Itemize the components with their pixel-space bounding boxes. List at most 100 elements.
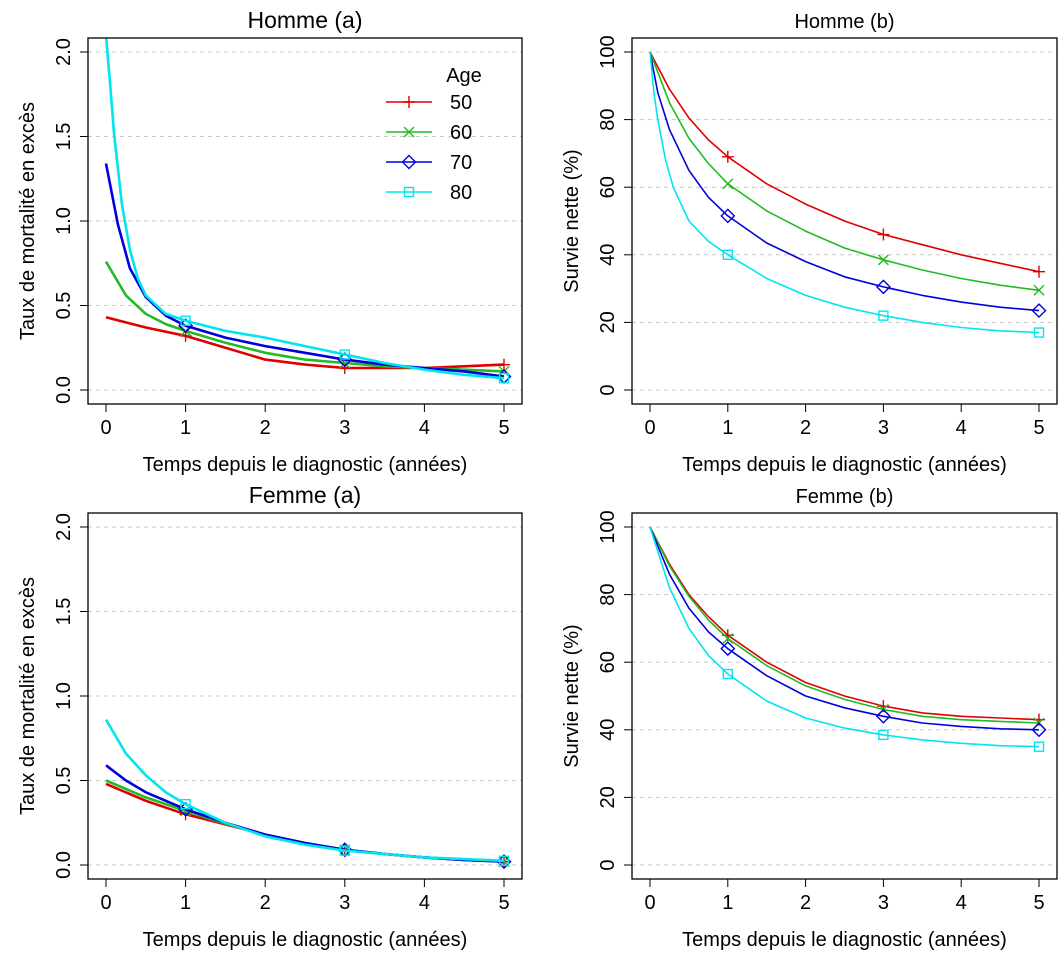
plus-marker [721,150,734,163]
x-axis-label: Temps depuis le diagnostic (années) [682,929,1007,951]
y-tick-label: 2.0 [53,513,75,541]
diamond-marker [720,641,736,657]
y-axis-label: Survie nette (%) [561,624,583,767]
x-tick-label: 3 [339,417,350,439]
series-line-70 [649,51,1040,312]
square-marker [722,668,733,680]
legend-label: 80 [450,182,472,204]
x-tick-label: 4 [956,892,967,914]
chart-title: Femme (b) [796,486,894,508]
legend-label: 70 [450,152,472,174]
diamond-marker [1031,303,1047,319]
diamond-marker [875,279,891,295]
series-line-50 [105,782,505,863]
series-80 [649,51,1045,338]
cross-marker [877,254,889,266]
x-tick-label: 0 [100,892,111,914]
diamond-marker [401,154,417,170]
series-60 [649,526,1045,729]
chart-panel-3: 0 1 2 3 4 5 0.0 0.5 1.0 1.5 2.0 Femme (a) Temps depu… [17,482,523,951]
series-line-80 [649,526,1040,748]
series-60 [104,260,510,377]
y-axis-label: Taux de mortalité en excès [17,102,39,340]
x-tick-label: 5 [498,892,509,914]
chart-title: Homme (b) [794,11,894,33]
x-tick-label: 5 [498,417,509,439]
series-line-50 [649,526,1040,721]
y-tick-label: 40 [597,244,619,266]
plot-frame [631,512,1058,880]
x-tick-label: 4 [419,892,430,914]
legend-title: Age [446,65,482,87]
chart-title: Femme (a) [249,482,361,508]
x-tick-label: 4 [419,417,430,439]
y-tick-label: 1.5 [53,598,75,626]
square-marker [722,249,733,261]
y-tick-label: 0.0 [53,851,75,879]
y-tick-label: 0 [597,384,619,395]
y-tick-label: 80 [597,583,619,605]
series-line-80 [104,719,505,863]
y-tick-label: 0.0 [53,376,75,404]
cross-marker [1033,284,1045,296]
square-marker [1033,327,1045,338]
chart-panel-4: 0 1 2 3 4 5 0 20 40 60 80 100 Femme (b) Temps depuis … [561,486,1058,951]
series-50 [105,782,510,868]
series-line-50 [649,51,1040,273]
x-axis-label: Temps depuis le diagnostic (années) [143,929,468,951]
x-tick-label: 4 [956,417,967,439]
series-60 [649,51,1045,296]
x-tick-label: 0 [644,892,655,914]
x-axis-label: Temps depuis le diagnostic (années) [143,454,468,476]
diamond-marker [875,708,891,724]
series-50 [649,526,1045,726]
cross-marker [722,633,734,645]
x-tick-label: 0 [100,417,111,439]
y-tick-label: 100 [597,510,619,543]
diamond-marker [720,208,736,224]
x-tick-label: 1 [180,417,191,439]
y-tick-label: 0.5 [53,292,75,320]
plot-frame [631,37,1058,405]
cross-marker [498,365,510,377]
y-tick-label: 20 [597,786,619,808]
series-line-80 [649,51,1040,334]
cross-marker [403,126,415,138]
y-tick-label: 1.0 [53,682,75,710]
square-marker [878,310,889,321]
y-axis-label: Survie nette (%) [561,149,583,292]
x-axis-label: Temps depuis le diagnostic (années) [682,454,1007,476]
series-80 [104,38,510,384]
square-marker [878,729,889,741]
y-tick-label: 20 [597,311,619,333]
x-tick-label: 2 [260,417,271,439]
series-70 [649,526,1047,738]
series-line-70 [649,526,1040,731]
y-tick-label: 0 [597,859,619,870]
y-tick-label: 0.5 [53,767,75,795]
series-50 [649,51,1045,278]
square-marker [339,845,350,856]
series-line-70 [105,764,505,863]
y-axis-label: Taux de mortalité en excès [17,577,39,815]
x-tick-label: 3 [878,892,889,914]
cross-marker [722,178,734,190]
series-line-60 [649,51,1040,292]
square-marker [498,372,510,384]
x-tick-label: 1 [180,892,191,914]
series-70 [649,51,1047,319]
x-tick-label: 2 [260,892,271,914]
y-tick-label: 60 [597,176,619,198]
series-80 [104,719,510,866]
x-tick-label: 1 [722,892,733,914]
x-tick-label: 3 [878,417,889,439]
square-marker [403,186,415,198]
y-tick-label: 2.0 [53,38,75,66]
y-tick-label: 1.5 [53,123,75,151]
y-tick-label: 80 [597,108,619,130]
x-tick-label: 0 [644,417,655,439]
plus-marker [403,96,415,108]
square-marker [180,798,191,810]
square-marker [339,349,350,360]
